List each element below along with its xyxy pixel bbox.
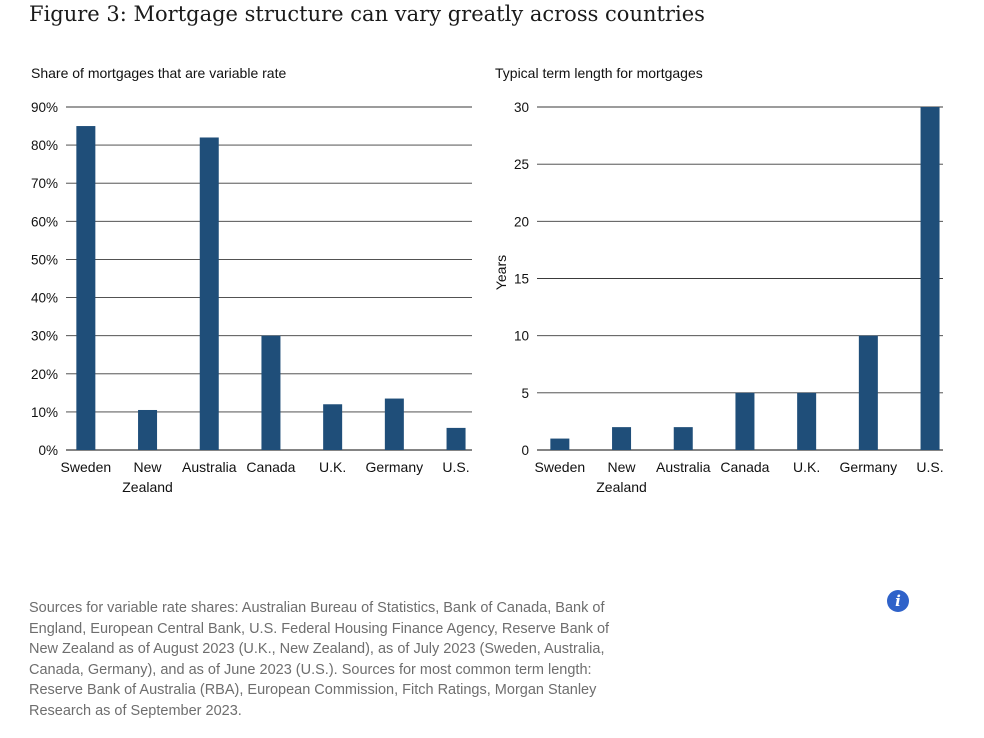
chart2-bar	[920, 107, 940, 450]
chart1-title: Share of mortgages that are variable rat…	[31, 65, 286, 81]
chart2-xtick-label: Canada	[720, 459, 769, 475]
chart1-xtick-label: Germany	[366, 459, 424, 475]
chart2-xtick-label: Australia	[656, 459, 711, 475]
chart2-xtick-label: Sweden	[535, 459, 586, 475]
chart2-xtick-label: New	[608, 459, 637, 475]
chart1-ytick-label: 10%	[31, 405, 58, 420]
chart1-bar	[446, 427, 466, 450]
chart2-xtick-label: U.S.	[916, 459, 943, 475]
chart2-bar	[550, 438, 570, 450]
chart1-ytick-label: 70%	[31, 176, 58, 191]
chart1-bar	[384, 398, 404, 450]
chart2-ylabel: Years	[493, 255, 509, 290]
chart1-ytick-label: 0%	[38, 443, 58, 458]
chart1-ytick-label: 40%	[31, 291, 58, 306]
chart1-bar	[261, 335, 281, 450]
chart1-bar	[76, 126, 96, 451]
chart2-ytick-label: 25	[514, 157, 529, 172]
chart1-xtick-label: New	[134, 459, 163, 475]
chart1-xtick-label: Canada	[246, 459, 295, 475]
charts-canvas: Share of mortgages that are variable rat…	[31, 65, 944, 495]
chart2-ytick-label: 0	[521, 443, 529, 458]
chart1-bar	[138, 409, 158, 450]
chart2-ytick-label: 30	[514, 100, 529, 115]
chart2-bar	[612, 427, 632, 450]
chart1-xtick-label: Sweden	[61, 459, 112, 475]
chart2-ytick-label: 20	[514, 214, 529, 229]
chart2-bar	[858, 335, 878, 450]
chart1-xtick-label: U.K.	[319, 459, 346, 475]
chart2-bar	[797, 392, 817, 450]
chart1-ytick-label: 90%	[31, 100, 58, 115]
chart1-xtick-label: U.S.	[442, 459, 469, 475]
chart1-ytick-label: 20%	[31, 367, 58, 382]
chart1-ytick-label: 50%	[31, 252, 58, 267]
chart1-ytick-label: 80%	[31, 138, 58, 153]
chart2-xtick-label: U.K.	[793, 459, 820, 475]
chart1-bar	[199, 137, 219, 450]
chart1-ytick-label: 60%	[31, 214, 58, 229]
chart1-xtick-label: Zealand	[122, 479, 173, 495]
chart1-xtick-label: Australia	[182, 459, 237, 475]
sources-note: Sources for variable rate shares: Austra…	[29, 600, 610, 719]
chart2-title: Typical term length for mortgages	[495, 65, 703, 81]
chart2-bar	[673, 427, 693, 450]
chart2-xtick-label: Germany	[840, 459, 898, 475]
chart2-xtick-label: Zealand	[596, 479, 647, 495]
chart2-ytick-label: 5	[521, 386, 529, 401]
chart1-bar	[323, 404, 343, 450]
info-icon[interactable]: i	[887, 590, 909, 612]
chart2-ytick-label: 10	[514, 329, 529, 344]
figure-title: Figure 3: Mortgage structure can vary gr…	[29, 2, 705, 26]
chart2-bar	[735, 392, 755, 450]
chart1-ytick-label: 30%	[31, 329, 58, 344]
chart2-ytick-label: 15	[514, 272, 529, 287]
